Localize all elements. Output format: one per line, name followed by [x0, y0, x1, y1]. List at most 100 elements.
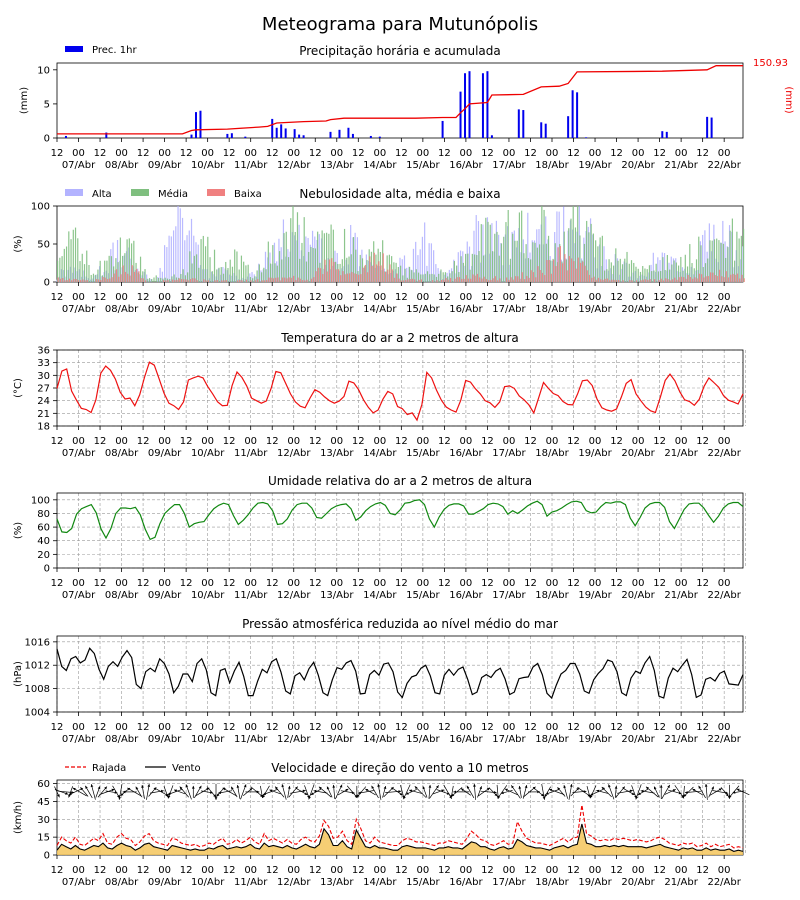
cloud-bar-mid [238, 269, 240, 282]
x-tick-hour: 12 [94, 292, 107, 303]
cloud-bar-mid [586, 220, 588, 282]
panel-title: Precipitação horária e acumulada [299, 44, 501, 58]
y-tick-label: 21 [37, 409, 50, 420]
cloud-bar-mid [193, 255, 195, 282]
cloud-bar-high [702, 234, 704, 282]
x-tick-date: 18/Abr [535, 877, 569, 888]
x-tick-hour: 00 [460, 292, 473, 303]
wind-arrow-head [563, 785, 566, 789]
cloud-bar-low [709, 272, 712, 282]
wind-arrow-head [97, 786, 101, 790]
cloud-bar-low [261, 280, 263, 282]
plot-frame [56, 492, 744, 569]
x-tick-date: 20/Abr [621, 448, 655, 459]
x-tick-hour: 00 [416, 865, 429, 876]
cloud-bar-mid [189, 251, 191, 282]
cloud-bar-low [120, 274, 122, 282]
cloud-bar-low [546, 260, 548, 282]
cloud-bar-mid [308, 251, 310, 282]
x-tick-hour: 12 [266, 578, 279, 589]
cloud-bar-mid [547, 235, 550, 282]
cloud-bar-low [743, 278, 745, 282]
cloud-bar-mid [583, 243, 586, 282]
legend-label-gust: Rajada [92, 763, 126, 774]
precip-bar [64, 135, 67, 138]
x-tick-hour: 00 [201, 578, 214, 589]
precip-bar [347, 127, 350, 138]
cloud-bar-low [165, 280, 167, 282]
cloud-bar-mid [90, 274, 92, 282]
cloud-bar-low [440, 280, 443, 282]
wind-arrow [608, 784, 615, 800]
cloud-bar-mid [438, 273, 440, 282]
cloud-bar-mid [424, 273, 426, 282]
x-tick-hour: 00 [416, 578, 429, 589]
cloud-bar-low [366, 272, 369, 282]
cloud-bar-low [355, 273, 357, 282]
cloud-bar-low [284, 277, 286, 282]
cloud-bar-mid [99, 260, 101, 282]
cloud-bar-low [586, 270, 588, 282]
precip-bar [522, 110, 525, 138]
cloud-bar-mid [234, 249, 236, 282]
x-tick-date: 19/Abr [578, 590, 612, 601]
x-tick-date: 08/Abr [105, 734, 139, 745]
x-tick-date: 12/Abr [277, 877, 311, 888]
x-tick-hour: 12 [180, 578, 193, 589]
cloud-bar-low [514, 276, 517, 282]
cloud-bar-high [273, 242, 276, 282]
x-tick-hour: 12 [137, 292, 150, 303]
cloud-bar-mid [601, 235, 603, 282]
x-tick-hour: 12 [653, 436, 666, 447]
cloud-bar-mid [272, 245, 274, 282]
cloud-bar-mid [653, 270, 655, 282]
wind-arrow-head [409, 789, 413, 793]
x-tick-date: 15/Abr [406, 304, 440, 315]
cloud-bar-mid [700, 245, 702, 282]
x-tick-hour: 12 [137, 722, 150, 733]
cloud-bar-mid [269, 263, 272, 282]
cloud-bar-mid [704, 263, 707, 282]
x-tick-hour: 00 [287, 865, 300, 876]
y-tick-label: 27 [37, 384, 50, 395]
cloud-bar-low [584, 265, 586, 282]
x-tick-hour: 12 [180, 292, 193, 303]
cloud-bar-mid [317, 231, 319, 282]
cloud-bar-low [568, 256, 570, 282]
cloud-bar-low [613, 279, 615, 282]
cloud-bar-mid [79, 261, 81, 282]
x-tick-date: 09/Abr [148, 304, 182, 315]
cloud-bar-low [136, 269, 138, 282]
cloud-bar-high [482, 224, 484, 282]
cloud-bar-mid [554, 243, 556, 282]
cloud-bar-low [387, 269, 389, 282]
cloud-bar-low [564, 254, 566, 282]
cloud-bar-low [512, 279, 514, 282]
cloud-bar-mid [162, 278, 164, 282]
cloud-bar-high [96, 274, 98, 282]
x-tick-date: 07/Abr [62, 304, 96, 315]
legend-label-cloud: Baixa [234, 189, 262, 200]
wind-arrow-head [505, 788, 508, 792]
cloud-bar-mid [285, 231, 287, 282]
wind-arrow-head [371, 785, 374, 789]
x-tick-date: 09/Abr [148, 877, 182, 888]
x-tick-hour: 12 [524, 292, 537, 303]
x-tick-date: 14/Abr [363, 448, 397, 459]
cloud-bar-low [131, 265, 133, 282]
cloud-bar-mid [305, 261, 308, 282]
cloud-bar-mid [709, 240, 711, 282]
cloud-bar-low [393, 277, 396, 282]
x-tick-date: 17/Abr [492, 304, 526, 315]
x-tick-hour: 00 [287, 148, 300, 159]
cloud-bar-low [297, 277, 299, 282]
x-tick-hour: 12 [610, 865, 623, 876]
cloud-bar-low [642, 279, 644, 282]
cloud-bar-low [176, 279, 178, 282]
cloud-bar-low [373, 252, 375, 282]
cloud-bar-low [669, 280, 671, 282]
x-tick-date: 21/Abr [664, 448, 698, 459]
precip-bar [459, 91, 462, 138]
wind-arrow-head [174, 789, 177, 792]
